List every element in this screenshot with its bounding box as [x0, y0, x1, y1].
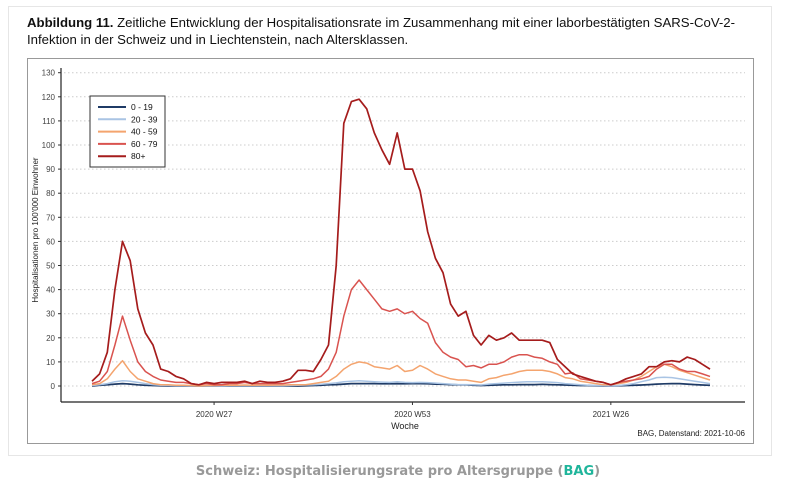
y-axis-label: Hospitalisationen pro 100'000 Einwohner: [31, 157, 40, 303]
figure-description: Zeitliche Entwicklung der Hospitalisatio…: [27, 15, 736, 47]
legend-label: 80+: [131, 151, 145, 161]
y-tick-label: 10: [46, 358, 55, 367]
y-tick-label: 100: [42, 141, 56, 150]
y-tick-label: 70: [46, 213, 55, 222]
y-tick-label: 80: [46, 189, 55, 198]
chart-frame: [27, 58, 754, 444]
y-tick-label: 50: [46, 262, 55, 271]
y-tick-label: 30: [46, 310, 55, 319]
y-tick-label: 110: [42, 117, 55, 126]
y-tick-label: 130: [42, 69, 56, 78]
x-tick-label: 2020 W27: [196, 410, 233, 419]
x-tick-label: 2020 W53: [394, 410, 431, 419]
source-note: BAG, Datenstand: 2021-10-06: [637, 429, 745, 438]
x-tick-label: 2021 W26: [593, 410, 630, 419]
y-tick-label: 90: [46, 165, 55, 174]
y-tick-label: 20: [46, 334, 55, 343]
bag-source-link[interactable]: BAG: [563, 464, 595, 479]
y-tick-label: 40: [46, 286, 55, 295]
y-tick-label: 60: [46, 237, 55, 246]
x-axis-label: Woche: [391, 421, 419, 431]
figure-title: Abbildung 11. Zeitliche Entwicklung der …: [27, 14, 757, 48]
caption-suffix: ): [594, 464, 601, 479]
y-tick-label: 0: [51, 382, 56, 391]
legend-label: 40 - 59: [131, 127, 158, 137]
y-tick-label: 120: [42, 93, 56, 102]
legend-label: 20 - 39: [131, 114, 158, 124]
legend-label: 60 - 79: [131, 139, 158, 149]
legend-label: 0 - 19: [131, 102, 153, 112]
series-line-80plus: [91, 98, 711, 386]
figure-label: Abbildung 11.: [27, 15, 114, 30]
image-caption: Schweiz: Hospitalisierungsrate pro Alter…: [0, 464, 796, 479]
caption-text: Schweiz: Hospitalisierungsrate pro Alter…: [195, 464, 564, 479]
series-line-40-59: [91, 359, 711, 387]
